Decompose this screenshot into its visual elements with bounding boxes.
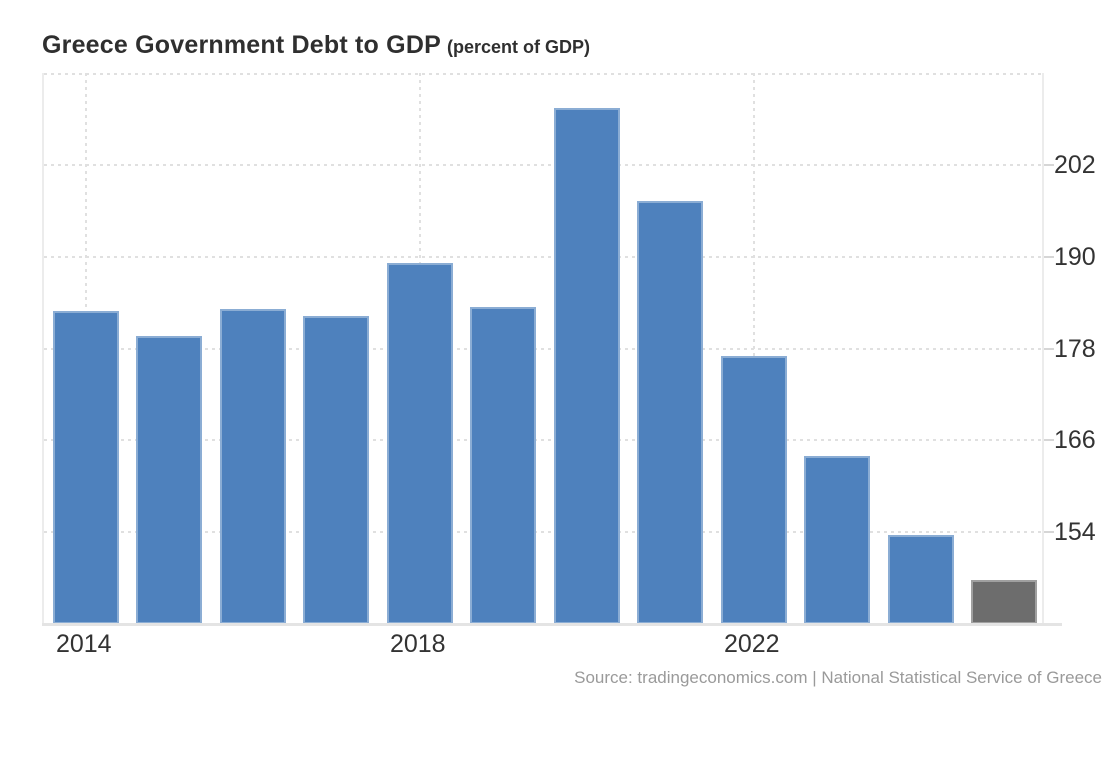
x-axis-label-2018: 2018 [389, 630, 446, 658]
grid-line-166 [44, 439, 1042, 442]
grid-line-top [44, 73, 1042, 75]
y-axis-tick-190 [1044, 255, 1054, 258]
grid-line-178 [44, 347, 1042, 350]
y-axis-label-166: 166 [1054, 426, 1096, 455]
bar-2021[interactable] [637, 200, 704, 624]
chart-header: Greece Government Debt to GDP (percent of… [42, 31, 590, 60]
chart-title: Greece Government Debt to GDP [42, 31, 441, 59]
y-axis-label-190: 190 [1054, 242, 1096, 271]
y-axis-tick-154 [1044, 531, 1054, 534]
bar-2019[interactable] [470, 307, 537, 624]
bar-2018[interactable] [386, 262, 453, 624]
y-axis-tick-202 [1044, 163, 1054, 166]
bar-2022[interactable] [720, 356, 787, 624]
bar-2024[interactable] [887, 535, 954, 624]
y-axis-label-202: 202 [1054, 150, 1096, 179]
source-text: Source: tradingeconomics.com | National … [574, 668, 1102, 687]
bar-2025[interactable] [971, 579, 1038, 624]
bar-2015[interactable] [136, 335, 203, 624]
grid-line-190 [44, 255, 1042, 258]
x-axis-label-2022: 2022 [723, 630, 780, 658]
x-axis-label-2014: 2014 [55, 630, 112, 658]
plot-area [42, 73, 1044, 624]
bar-2017[interactable] [303, 316, 370, 624]
y-axis-tick-178 [1044, 347, 1054, 350]
bar-2023[interactable] [804, 456, 871, 624]
grid-line-202 [44, 163, 1042, 166]
bar-2014[interactable] [52, 311, 119, 624]
grid-line-154 [44, 531, 1042, 534]
y-axis-label-178: 178 [1054, 334, 1096, 363]
y-axis-tick-166 [1044, 439, 1054, 442]
grid-line-year-2022 [752, 73, 755, 624]
bar-2020[interactable] [553, 108, 620, 624]
x-axis-baseline [42, 623, 1062, 626]
chart-subtitle: (percent of GDP) [446, 37, 590, 57]
y-axis-label-154: 154 [1054, 518, 1096, 547]
bar-2016[interactable] [219, 308, 286, 624]
